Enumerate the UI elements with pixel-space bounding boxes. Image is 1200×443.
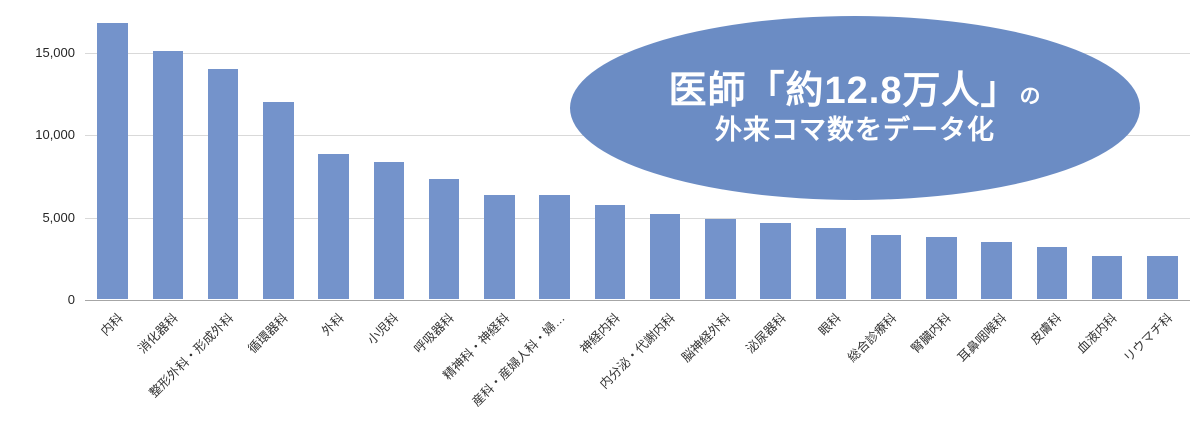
bar-10 xyxy=(649,214,681,299)
callout-ellipse: 医師「約12.8万人」の 外来コマ数をデータ化 xyxy=(570,16,1140,200)
bar-16 xyxy=(981,242,1012,299)
x-axis-tick-label: 眼科 xyxy=(816,310,844,339)
x-axis-tick-label: 腎臓内科 xyxy=(908,310,955,357)
bar-4 xyxy=(318,154,349,299)
x-axis-tick-label: 総合診療科 xyxy=(844,310,899,365)
bar-17 xyxy=(1036,247,1068,299)
x-axis-tick-label: 内科 xyxy=(97,310,126,339)
bar-11 xyxy=(705,219,736,299)
bar-8 xyxy=(539,195,570,299)
x-axis-tick-label: 消化器科 xyxy=(135,310,181,357)
bar-19 xyxy=(1147,256,1178,299)
bar-2 xyxy=(207,69,239,299)
y-axis-tick-label: 5,000 xyxy=(42,209,75,225)
callout-line1-suffix: の xyxy=(1019,84,1042,108)
x-axis-tick-label: 循環器科 xyxy=(245,310,292,357)
bar-13 xyxy=(815,228,847,299)
y-axis-tick-label: 0 xyxy=(67,292,75,307)
x-axis-tick-label: 神経内科 xyxy=(577,310,623,357)
callout-line1-main: 医師「約12.8万人」 xyxy=(668,69,1020,112)
x-axis-tick-label: 血液内科 xyxy=(1074,310,1120,357)
bar-15 xyxy=(926,237,957,299)
bar-3 xyxy=(263,102,294,299)
x-axis-tick-label: 呼吸器科 xyxy=(411,310,457,357)
y-axis-tick-label: 10,000 xyxy=(35,127,75,143)
bar-1 xyxy=(152,50,184,299)
x-axis-tick-label: 泌尿器科 xyxy=(743,310,789,357)
bar-7 xyxy=(484,195,515,299)
x-axis-tick-label: 小児科 xyxy=(365,310,402,348)
bar-6 xyxy=(428,178,460,299)
bar-5 xyxy=(373,161,405,299)
callout-line1: 医師「約12.8万人」の xyxy=(669,70,1042,114)
x-axis-tick-label: 外科 xyxy=(318,310,347,339)
x-axis-tick-label: 皮膚科 xyxy=(1028,310,1065,348)
bar-9 xyxy=(594,205,626,299)
bar-0 xyxy=(97,22,128,299)
bar-18 xyxy=(1091,256,1123,299)
y-axis-tick-label: 15,000 xyxy=(35,45,75,61)
x-axis-tick-label: 産科・産婦人科・婦… xyxy=(469,310,568,410)
x-axis-tick-label: 耳鼻咽喉科 xyxy=(955,310,1010,365)
x-axis-line xyxy=(85,300,1190,301)
x-axis-tick-label: リウマチ科 xyxy=(1120,310,1176,365)
plot-area: 0 5,000 10,000 15,000 内科 消化器科 整形外科・形成外科 循環器科 外科小… xyxy=(35,12,1190,409)
bar-14 xyxy=(870,234,902,299)
gridline xyxy=(85,217,1190,219)
x-axis-tick-label: 脳神経外科 xyxy=(678,310,734,365)
bar-12 xyxy=(760,223,791,299)
callout-line2: 外来コマ数をデータ化 xyxy=(715,114,995,145)
